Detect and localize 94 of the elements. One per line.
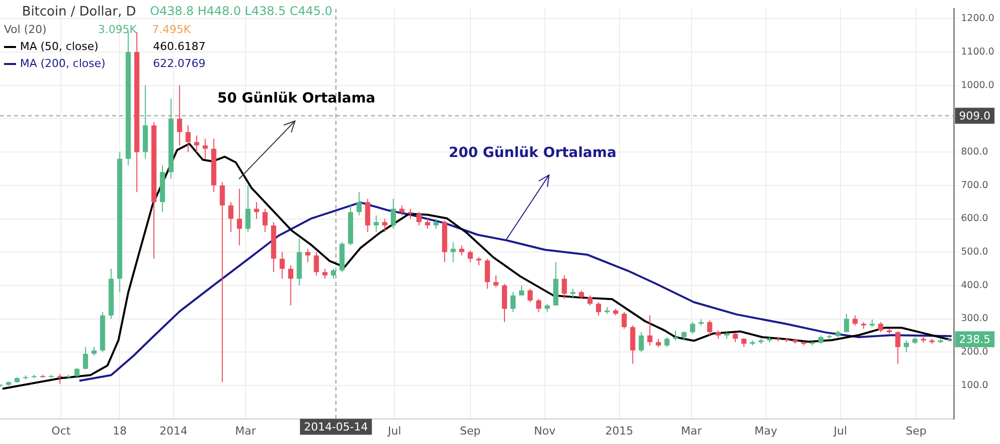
candlestick [672, 330, 678, 341]
candlestick [502, 283, 508, 323]
y-tick-label: 200.0 [961, 346, 988, 358]
candlestick [528, 288, 533, 303]
candlestick [690, 322, 696, 334]
candlestick [707, 320, 712, 336]
candlestick [365, 198, 370, 233]
candlestick [330, 268, 336, 280]
candlestick [236, 188, 242, 246]
candlestick [622, 312, 627, 330]
candlestick [374, 214, 379, 233]
candlestick [305, 248, 310, 263]
candlestick [416, 212, 422, 226]
x-tick-label: Mar [680, 424, 702, 438]
y-tick-label: 1200.0 [961, 13, 994, 24]
candlestick [424, 218, 430, 230]
candlestick [844, 313, 850, 333]
candlestick [382, 218, 388, 233]
candlestick [647, 314, 652, 346]
candlestick [390, 198, 396, 230]
candlestick [630, 324, 636, 364]
ref-line-label: 2014-05-14 [304, 420, 368, 434]
x-tick-label: Jul [832, 424, 848, 438]
annotation: 7.495K [152, 22, 192, 36]
candlestick [681, 330, 687, 341]
candlestick [664, 336, 670, 348]
candlestick [904, 340, 909, 353]
annotation: 200 Günlük Ortalama [448, 145, 616, 162]
x-tick-label: Mar [235, 424, 256, 438]
candlestick [322, 268, 328, 280]
candlestick [262, 208, 268, 233]
ref-line-label: 909.0 [959, 110, 990, 123]
candlestick [493, 274, 498, 288]
chart-title: Bitcoin / Dollar, D [22, 4, 136, 20]
candlestick [562, 274, 567, 300]
candlestick [638, 332, 644, 353]
candlestick [484, 258, 490, 290]
candlestick [536, 298, 542, 313]
annotation: 460.6187 [153, 40, 206, 53]
candlestick [468, 250, 473, 263]
candlestick [57, 374, 62, 384]
candlestick [519, 284, 524, 296]
candlestick [280, 252, 285, 280]
x-tick-label: Sep [906, 424, 927, 438]
x-tick-label: Nov [534, 424, 556, 438]
annotation: 3.095K [98, 22, 138, 36]
candlestick [570, 288, 576, 300]
x-tick-label: 2014 [159, 424, 188, 438]
candlestick [82, 346, 88, 370]
candlestick [202, 138, 208, 160]
x-tick-label: Sep [460, 424, 481, 438]
candlestick [288, 264, 294, 306]
x-tick-label: May [754, 424, 778, 438]
legend-label: MA (50, close) [20, 40, 98, 53]
candlestick [408, 208, 413, 220]
candlestick [459, 244, 464, 256]
candlestick [852, 314, 858, 326]
candlestick [732, 332, 738, 343]
candlestick [596, 302, 602, 316]
candlestick [356, 192, 362, 216]
y-tick-label: 500.0 [961, 246, 988, 258]
annotation: 238.5 [959, 333, 990, 346]
legend-label: MA (200, close) [20, 56, 106, 70]
candlestick [186, 124, 191, 153]
x-tick-label: 18 [112, 424, 127, 438]
candlestick [245, 184, 251, 233]
candlestick [314, 252, 319, 276]
y-tick-label: 1000.0 [961, 80, 994, 91]
x-tick-label: Oct [52, 424, 72, 438]
candlestick [741, 338, 746, 348]
candlestick [434, 218, 439, 230]
candlestick [176, 84, 182, 146]
x-tick-label: Jul [386, 424, 402, 438]
candlestick [254, 202, 260, 220]
annotation: O438.8 H448.0 L438.5 C445.0 [150, 4, 332, 18]
candlestick [878, 322, 884, 333]
candlestick [399, 204, 404, 216]
x-tick-label: 2015 [605, 424, 634, 438]
y-tick-label: 100.0 [961, 380, 988, 391]
annotation: 50 Günlük Ortalama [217, 90, 376, 106]
y-tick-label: 600.0 [961, 213, 988, 224]
y-tick-label: 400.0 [961, 280, 988, 291]
y-tick-label: 800.0 [961, 146, 988, 158]
annotation: Vol (20) [4, 22, 47, 36]
candlestick [194, 134, 200, 153]
candlestick [220, 182, 225, 383]
candlestick [228, 202, 234, 233]
candlestick [587, 294, 593, 306]
annotation: 622.0769 [153, 56, 206, 70]
y-tick-label: 700.0 [961, 180, 988, 191]
candlestick [895, 330, 900, 364]
y-tick-label: 300.0 [961, 313, 988, 324]
y-tick-label: 1100.0 [961, 46, 994, 58]
candlestick [510, 292, 516, 313]
